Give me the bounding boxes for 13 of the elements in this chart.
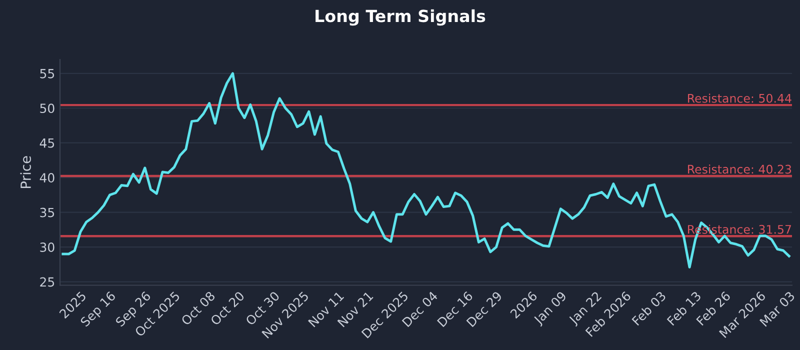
y-tick-label: 25	[40, 277, 54, 287]
y-tick-label: 30	[40, 242, 54, 252]
y-tick-label: 35	[40, 208, 54, 218]
y-tick-label: 50	[40, 104, 54, 114]
ref-line-label: Resistance: 40.23	[688, 164, 792, 174]
y-tick-label: 45	[40, 138, 54, 148]
chart-title: Long Term Signals	[316, 9, 486, 26]
ref-line-label: Resistance: 50.44	[688, 94, 792, 103]
x-tick-label: Feb 03	[631, 290, 666, 326]
y-tick-label: 40	[40, 173, 54, 183]
y-tick-label: 55	[40, 69, 54, 78]
y-axis-title: Price	[20, 156, 31, 188]
line-series	[62, 72, 790, 268]
